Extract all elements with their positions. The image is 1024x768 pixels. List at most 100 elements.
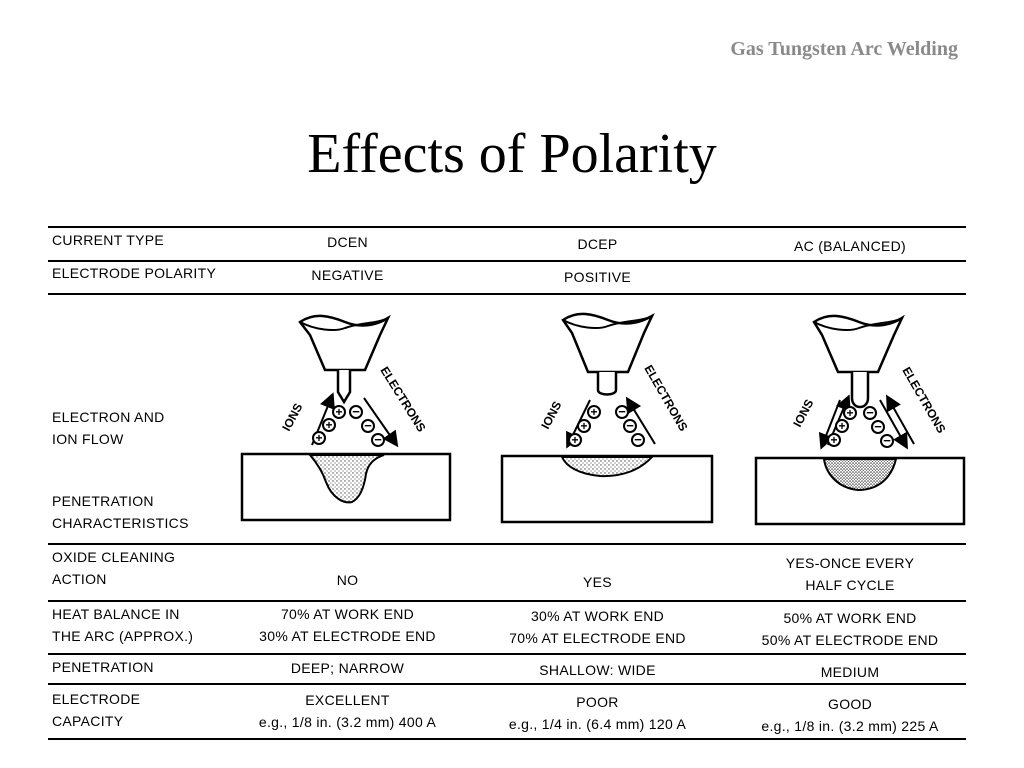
electrode-capacity-dcen-line-2: e.g., 1/8 in. (3.2 mm) 400 A	[258, 714, 437, 730]
heat-balance-line-2: THE ARC (APPROX.)	[52, 628, 194, 644]
electrode-polarity-label: ELECTRODE POLARITY	[52, 265, 217, 281]
svg-text:+: +	[325, 418, 332, 432]
oxide-cleaning-dcen: NO	[336, 572, 359, 588]
dcen-diagram: + + + − − − IONS ELECTRONS	[240, 314, 452, 522]
dcep-electron-arrow	[625, 396, 656, 445]
heat-balance-dcep-line-2: 70% AT ELECTRODE END	[509, 630, 686, 646]
ac-electrons-label: ELECTRONS	[899, 365, 948, 436]
svg-text:−: −	[618, 404, 626, 419]
slide-title: Effects of Polarity	[307, 123, 717, 185]
ac-electron-arrows	[879, 394, 915, 450]
dcep-weld-pool	[560, 456, 655, 478]
table-rule	[48, 543, 966, 545]
svg-text:+: +	[846, 406, 853, 420]
svg-text:−: −	[883, 433, 891, 448]
ac-torch-cup	[812, 314, 905, 374]
dcen-ions-label: IONS	[279, 401, 305, 433]
penetration-label: PENETRATION	[52, 659, 154, 675]
electrode-capacity-dcep-line-1: POOR	[576, 694, 619, 710]
ac-negative-charges: − − −	[863, 405, 894, 448]
penetration-ac: MEDIUM	[820, 664, 880, 680]
electrode-capacity-dcen-line-1: EXCELLENT	[305, 692, 390, 708]
table-rule	[48, 653, 966, 655]
svg-text:−: −	[634, 432, 642, 447]
table-rule	[48, 683, 966, 685]
electrode-capacity-dcep: POOR e.g., 1/4 in. (6.4 mm) 120 A	[480, 691, 715, 735]
dcen-negative-charges: − − −	[349, 404, 385, 447]
slide-header: Gas Tungsten Arc Welding	[730, 38, 958, 60]
svg-text:−: −	[866, 405, 874, 420]
dcen-electrons-label: ELECTRONS	[377, 364, 428, 434]
oxide-cleaning-ac: YES-ONCE EVERY HALF CYCLE	[730, 552, 970, 596]
heat-balance-dcen-line-1: 70% AT WORK END	[280, 606, 415, 622]
penetration-dcen: DEEP; NARROW	[290, 660, 405, 676]
svg-text:−: −	[374, 432, 382, 447]
svg-text:+: +	[571, 433, 578, 447]
penetration-dcep: SHALLOW: WIDE	[539, 662, 656, 678]
oxide-cleaning-ac-line-1: YES-ONCE EVERY	[785, 555, 915, 571]
dcen-weld-pool	[307, 454, 385, 504]
svg-text:+: +	[838, 419, 845, 433]
dcen-electrode	[336, 370, 352, 405]
dcep-electrode	[596, 372, 618, 396]
heat-balance-dcep: 30% AT WORK END 70% AT ELECTRODE END	[480, 605, 715, 649]
dcep-positive-charges: + + +	[568, 405, 601, 447]
ac-electrode	[850, 372, 870, 409]
flow-label-line-2: ION FLOW	[52, 431, 124, 447]
electrode-polarity-dcen: NEGATIVE	[311, 267, 384, 283]
oxide-cleaning-ac-line-2: HALF CYCLE	[805, 577, 895, 593]
svg-text:+: +	[830, 433, 837, 447]
current-type-ac: AC (BALANCED)	[793, 238, 907, 254]
electrode-capacity-line-1: ELECTRODE	[52, 691, 141, 707]
dcen-torch-cup	[298, 314, 391, 372]
table-rule	[48, 260, 966, 262]
flow-label: ELECTRON AND ION FLOW	[52, 406, 165, 450]
heat-balance-ac-line-2: 50% AT ELECTRODE END	[761, 632, 939, 648]
table-rule	[48, 600, 966, 602]
svg-text:−: −	[364, 418, 372, 433]
table-rule	[48, 293, 966, 295]
electrode-capacity-ac-line-2: e.g., 1/8 in. (3.2 mm) 225 A	[761, 718, 939, 734]
heat-balance-line-1: HEAT BALANCE IN	[52, 606, 180, 622]
heat-balance-label: HEAT BALANCE IN THE ARC (APPROX.)	[52, 603, 193, 647]
table-rule-top	[48, 226, 966, 228]
flow-label-line-1: ELECTRON AND	[52, 409, 165, 425]
ac-diagram: + + + − − − IONS ELECTRONS	[754, 314, 966, 526]
current-type-dcep: DCEP	[577, 236, 618, 252]
electrode-capacity-dcen: EXCELLENT e.g., 1/8 in. (3.2 mm) 400 A	[230, 689, 465, 733]
dcen-electron-arrow	[363, 397, 399, 448]
electrode-capacity-label: ELECTRODE CAPACITY	[52, 688, 140, 732]
electrode-capacity-line-2: CAPACITY	[52, 713, 124, 729]
ac-ions-label: IONS	[790, 397, 816, 429]
svg-text:+: +	[590, 405, 597, 419]
dcep-diagram: + + + − − − IONS ELECTRONS	[500, 312, 714, 524]
current-type-label: CURRENT TYPE	[52, 232, 164, 248]
heat-balance-dcen-line-2: 30% AT ELECTRODE END	[259, 628, 436, 644]
current-type-dcen: DCEN	[327, 234, 368, 250]
ac-weld-pool	[822, 458, 898, 492]
penetration-characteristics-label: PENETRATION CHARACTERISTICS	[52, 490, 189, 534]
svg-text:−: −	[874, 419, 882, 434]
dcep-negative-charges: − − −	[615, 404, 645, 447]
svg-text:−: −	[352, 404, 360, 419]
dcep-ions-label: IONS	[538, 399, 564, 431]
oxide-cleaning-line-1: OXIDE CLEANING	[52, 549, 176, 565]
oxide-cleaning-line-2: ACTION	[52, 571, 107, 587]
table-rule-bottom	[48, 738, 966, 740]
heat-balance-ac: 50% AT WORK END 50% AT ELECTRODE END	[730, 607, 970, 651]
ac-positive-charges: + + +	[827, 406, 857, 447]
electrode-polarity-dcep: POSITIVE	[564, 269, 631, 285]
dcen-positive-charges: + + +	[312, 405, 346, 445]
heat-balance-dcen: 70% AT WORK END 30% AT ELECTRODE END	[230, 603, 465, 647]
oxide-cleaning-label: OXIDE CLEANING ACTION	[52, 546, 175, 590]
penetration-char-line-2: CHARACTERISTICS	[52, 515, 189, 531]
electrode-capacity-ac: GOOD e.g., 1/8 in. (3.2 mm) 225 A	[730, 693, 970, 737]
dcep-torch-cup	[561, 312, 655, 374]
penetration-char-line-1: PENETRATION	[52, 493, 154, 509]
heat-balance-dcep-line-1: 30% AT WORK END	[530, 608, 665, 624]
heat-balance-ac-line-1: 50% AT WORK END	[783, 610, 917, 626]
svg-text:−: −	[626, 418, 634, 433]
svg-text:+: +	[580, 419, 587, 433]
svg-text:+: +	[315, 431, 322, 445]
